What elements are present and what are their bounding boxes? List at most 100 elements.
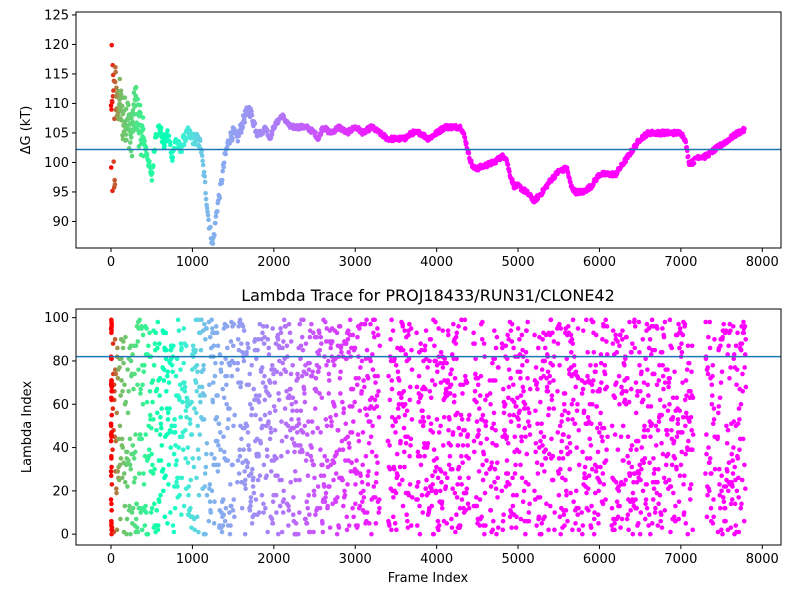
bottom-data-point [174,458,180,463]
bottom-data-point [369,449,375,455]
bottom-data-point [601,482,607,487]
bottom-data-point [108,497,114,502]
bottom-data-point [232,412,237,418]
bottom-data-point [637,462,643,468]
bottom-data-point [297,510,302,515]
bottom-data-point [112,434,118,440]
bottom-data-point [504,434,510,440]
top-data-point [184,135,189,141]
bottom-data-point [736,495,741,500]
bottom-data-point [301,386,307,392]
bottom-data-point [742,462,747,468]
bottom-data-point [258,440,264,446]
top-data-point [202,179,208,185]
bottom-data-point [534,380,540,385]
bottom-data-point [342,492,348,498]
bottom-data-point [706,488,712,494]
bottom-data-point [466,417,471,422]
bottom-data-point [165,369,171,375]
bottom-data-point [417,503,422,509]
bottom-data-point [265,529,270,535]
bottom-data-point [408,326,414,331]
bottom-data-point [201,362,206,368]
bottom-data-point [622,362,627,368]
bottom-data-point [212,373,218,379]
bottom-data-point [158,492,163,498]
bottom-data-point [366,440,372,446]
bottom-data-point [518,393,524,398]
bottom-data-point [235,360,241,366]
bottom-data-point [395,369,401,375]
bottom-data-point [689,427,694,433]
bottom-data-point [115,375,121,381]
bottom-data-point [717,482,722,487]
bottom-data-point [576,462,582,468]
bottom-data-point [227,531,233,537]
top-data-point [206,217,211,223]
bottom-data-point [620,388,626,394]
bottom-data-point [125,367,130,372]
bottom-data-point [710,373,715,379]
bottom-data-point [298,356,303,362]
bottom-data-point [110,406,116,411]
bottom-data-point [173,373,179,379]
bottom-data-point [280,360,286,366]
bottom-data-point [641,460,647,466]
bottom-data-point [450,466,455,472]
bottom-data-point [589,401,595,407]
bottom-data-point [394,451,400,457]
bottom-data-point [457,505,463,511]
bottom-data-point [109,380,114,385]
bottom-data-point [133,343,139,349]
bottom-data-point [375,373,381,379]
top-data-point [230,136,235,141]
bottom-data-point [275,337,281,342]
bottom-data-point [421,419,427,424]
top-data-point [742,126,747,131]
top-data-point [223,151,228,157]
bottom-data-point [193,410,199,416]
bottom-data-point [724,440,730,446]
bottom-data-point [572,421,578,427]
bottom-data-point [150,399,155,405]
bottom-data-point [670,414,676,420]
bottom-data-point [595,449,601,455]
bottom-data-point [393,490,399,496]
bottom-data-point [313,388,319,394]
bottom-data-point [357,326,362,331]
bottom-data-point [609,423,615,429]
bottom-data-point [181,360,186,366]
top-y-tick-label: 100 [44,156,69,171]
bottom-data-point [508,328,514,333]
bottom-data-point [487,378,493,383]
bottom-data-point [245,430,251,435]
bottom-data-point [705,365,711,370]
bottom-data-point [481,341,487,346]
bottom-data-point [315,484,321,489]
bottom-data-point [109,523,114,528]
bottom-data-point [672,369,677,375]
bottom-data-point [151,362,157,368]
bottom-data-point [735,421,741,427]
bottom-data-point [730,324,736,329]
bottom-data-point [712,466,718,472]
bottom-data-point [279,477,284,483]
top-y-tick-label: 90 [52,215,69,230]
bottom-data-point [533,449,538,455]
bottom-data-point [717,395,723,401]
bottom-data-point [685,343,691,349]
bottom-data-point [657,492,663,498]
bottom-data-point [651,471,657,476]
top-y-tick-label: 95 [52,185,69,200]
bottom-data-point [230,343,236,349]
top-data-point [114,85,119,91]
bottom-data-point [704,432,709,437]
bottom-data-point [600,337,605,342]
top-data-point [224,145,230,150]
bottom-data-point [728,501,734,507]
bottom-data-point [246,382,252,388]
bottom-data-point [248,495,254,500]
bottom-data-point [216,462,221,468]
bottom-data-point [183,427,188,433]
bottom-data-point [262,397,268,403]
